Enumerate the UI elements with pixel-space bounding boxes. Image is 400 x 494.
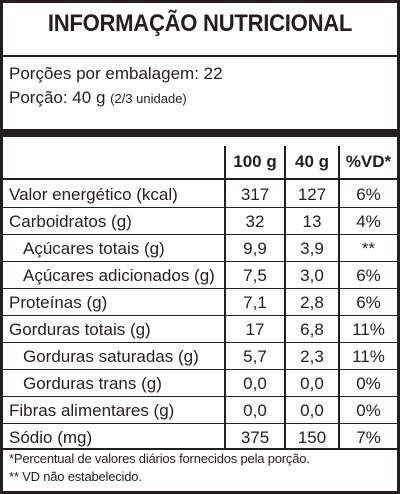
value-portion: 2,8 bbox=[300, 293, 324, 312]
panel-title: INFORMAÇÃO NUTRICIONAL bbox=[47, 10, 353, 37]
servings-per-package: Porções por embalagem: 22 bbox=[9, 64, 223, 83]
row-divider bbox=[3, 368, 397, 370]
table-header: 100 g 40 g %VD* bbox=[3, 146, 397, 178]
value-vd: 0% bbox=[356, 401, 381, 420]
value-portion: 0,0 bbox=[300, 401, 324, 420]
table-row: Fibras alimentares (g) 0,0 0,0 0% bbox=[3, 397, 397, 424]
column-divider-3 bbox=[338, 146, 340, 448]
value-portion: 150 bbox=[297, 428, 327, 447]
title-divider bbox=[3, 55, 397, 57]
row-divider bbox=[3, 422, 397, 424]
value-portion: 3,0 bbox=[300, 266, 324, 285]
serving-size-note: (2/3 unidade) bbox=[110, 91, 187, 106]
nutrient-name: Açúcares totais (g) bbox=[23, 239, 165, 258]
nutrient-name: Sódio (mg) bbox=[9, 428, 93, 447]
value-vd: 11% bbox=[352, 320, 385, 339]
value-100g: 317 bbox=[240, 185, 270, 204]
header-divider bbox=[3, 178, 397, 180]
value-100g: 0,0 bbox=[243, 401, 267, 420]
value-portion: 3,9 bbox=[300, 239, 324, 258]
value-100g: 32 bbox=[245, 212, 265, 231]
table-bottom-rule bbox=[3, 448, 397, 450]
row-divider bbox=[3, 287, 397, 289]
table-row: Valor energético (kcal) 317 127 6% bbox=[3, 181, 397, 208]
value-vd: 4% bbox=[356, 212, 381, 231]
table-row: Gorduras trans (g) 0,0 0,0 0% bbox=[3, 370, 397, 397]
value-100g: 5,7 bbox=[243, 347, 267, 366]
row-divider bbox=[3, 206, 397, 208]
table-row: Carboidratos (g) 32 13 4% bbox=[3, 208, 397, 235]
value-100g: 7,5 bbox=[243, 266, 267, 285]
value-100g: 9,9 bbox=[243, 239, 267, 258]
value-100g: 17 bbox=[245, 320, 265, 339]
value-100g: 0,0 bbox=[243, 374, 267, 393]
nutrient-name: Gorduras trans (g) bbox=[23, 374, 162, 393]
footnote-vd: *Percentual de valores diários fornecido… bbox=[9, 451, 310, 466]
nutrient-name: Fibras alimentares (g) bbox=[9, 401, 175, 420]
nutrient-name: Gorduras totais (g) bbox=[9, 320, 151, 339]
value-vd: 0% bbox=[356, 374, 381, 393]
table-row: Gorduras saturadas (g) 5,7 2,3 11% bbox=[3, 343, 397, 370]
value-vd: 11% bbox=[352, 347, 385, 366]
table-row: Açúcares adicionados (g) 7,5 3,0 6% bbox=[3, 262, 397, 289]
value-vd: 6% bbox=[356, 293, 381, 312]
nutrient-name: Açúcares adicionados (g) bbox=[23, 266, 215, 285]
table-row: Gorduras totais (g) 17 6,8 11% bbox=[3, 316, 397, 343]
row-divider bbox=[3, 395, 397, 397]
row-divider bbox=[3, 233, 397, 235]
header-vd: %VD* bbox=[345, 152, 392, 171]
row-divider bbox=[3, 314, 397, 316]
header-100g: 100 g bbox=[233, 152, 277, 171]
row-divider bbox=[3, 341, 397, 343]
row-divider bbox=[3, 260, 397, 262]
table-row: Proteínas (g) 7,1 2,8 6% bbox=[3, 289, 397, 316]
nutrient-name: Proteínas (g) bbox=[9, 293, 108, 312]
serving-size-line: Porção: 40 g (2/3 unidade) bbox=[9, 88, 187, 108]
value-portion: 13 bbox=[302, 212, 322, 231]
value-vd: 6% bbox=[356, 266, 381, 285]
nutrient-name: Carboidratos (g) bbox=[9, 212, 132, 231]
value-portion: 0,0 bbox=[300, 374, 324, 393]
header-portion: 40 g bbox=[294, 152, 330, 171]
value-portion: 6,8 bbox=[300, 320, 324, 339]
column-divider-1 bbox=[224, 146, 226, 448]
table-row: Sódio (mg) 375 150 7% bbox=[3, 424, 397, 451]
value-100g: 7,1 bbox=[243, 293, 267, 312]
serving-size: Porção: 40 g bbox=[9, 88, 106, 107]
table-row: Açúcares totais (g) 9,9 3,9 ** bbox=[3, 235, 397, 262]
column-divider-2 bbox=[284, 146, 286, 448]
value-vd: ** bbox=[361, 239, 376, 258]
footnote-not-established: ** VD não estabelecido. bbox=[9, 469, 142, 484]
nutrient-name: Gorduras saturadas (g) bbox=[23, 347, 199, 366]
value-portion: 127 bbox=[297, 185, 327, 204]
value-100g: 375 bbox=[240, 428, 270, 447]
nutrient-name: Valor energético (kcal) bbox=[9, 185, 178, 204]
value-vd: 6% bbox=[356, 185, 381, 204]
thick-divider bbox=[3, 129, 397, 137]
value-portion: 2,3 bbox=[300, 347, 324, 366]
value-vd: 7% bbox=[356, 428, 381, 447]
